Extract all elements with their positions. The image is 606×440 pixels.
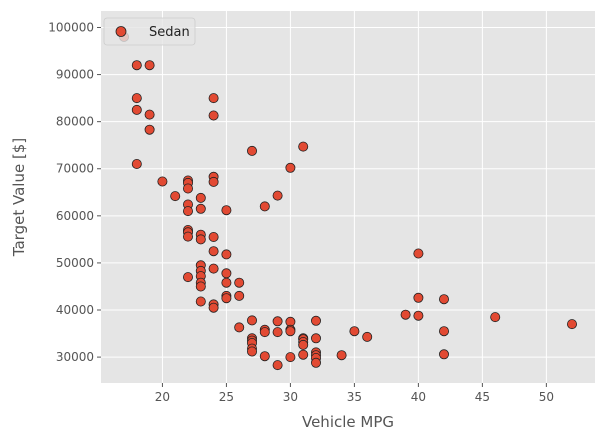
plot-background (101, 11, 595, 383)
data-point (221, 293, 232, 304)
data-point (272, 327, 283, 338)
data-point (221, 277, 232, 288)
data-point (298, 349, 309, 360)
data-point (195, 281, 206, 292)
x-tick-label: 50 (539, 390, 554, 404)
data-point (349, 326, 360, 337)
data-point (272, 190, 283, 201)
data-point (310, 357, 321, 368)
data-point (195, 192, 206, 203)
data-point (246, 145, 257, 156)
data-point (438, 326, 449, 337)
data-point (208, 263, 219, 274)
y-tick-label: 40000 (56, 303, 94, 317)
data-point (208, 246, 219, 257)
data-point (413, 310, 424, 321)
data-point (131, 104, 142, 115)
data-point (144, 60, 155, 71)
data-point (144, 124, 155, 135)
data-point (221, 268, 232, 279)
y-tick-label: 70000 (56, 162, 94, 176)
y-tick-label: 80000 (56, 115, 94, 129)
data-point (336, 350, 347, 361)
y-axis-ticks: 30000 40000 50000 60000 70000 80000 90000 10000… (48, 20, 101, 364)
data-point (182, 231, 193, 242)
data-point (490, 312, 501, 323)
data-point (131, 60, 142, 71)
x-tick-label: 40 (411, 390, 426, 404)
data-point (310, 333, 321, 344)
x-axis-label: Vehicle MPG (302, 413, 394, 431)
data-point (438, 294, 449, 305)
data-point (131, 93, 142, 104)
y-tick-label: 60000 (56, 209, 94, 223)
data-point (259, 201, 270, 212)
y-axis-label: Target Value [$] (10, 138, 28, 257)
data-point (246, 315, 257, 326)
data-point (259, 351, 270, 362)
data-point (285, 162, 296, 173)
data-point (208, 110, 219, 121)
y-tick-label: 50000 (56, 256, 94, 270)
legend-label-sedan: Sedan (149, 25, 190, 40)
x-tick-label: 25 (219, 390, 234, 404)
legend: Sedan (103, 17, 196, 46)
data-point (144, 109, 155, 120)
x-tick-label: 30 (283, 390, 298, 404)
data-points (119, 31, 578, 371)
data-point (285, 326, 296, 337)
data-point (310, 315, 321, 326)
y-tick-label: 100000 (48, 20, 94, 34)
data-point (438, 349, 449, 360)
data-point (157, 176, 168, 187)
data-point (272, 360, 283, 371)
data-point (195, 203, 206, 214)
data-point (285, 352, 296, 363)
data-point (195, 234, 206, 245)
data-point (413, 292, 424, 303)
data-point (182, 206, 193, 217)
data-point (208, 302, 219, 313)
data-point (208, 176, 219, 187)
data-point (182, 272, 193, 283)
data-point (208, 231, 219, 242)
data-point (234, 322, 245, 333)
grid-lines (101, 11, 595, 383)
x-tick-label: 45 (475, 390, 490, 404)
y-tick-label: 30000 (56, 350, 94, 364)
data-point (259, 327, 270, 338)
data-point (208, 93, 219, 104)
data-point (362, 331, 373, 342)
data-point (131, 158, 142, 169)
x-axis-ticks: 20 25 30 35 40 45 50 (155, 383, 554, 404)
data-point (298, 141, 309, 152)
data-point (221, 249, 232, 260)
legend-marker (115, 26, 127, 37)
data-point (413, 248, 424, 259)
x-tick-label: 35 (347, 390, 362, 404)
data-point (195, 296, 206, 307)
legend-box (103, 17, 196, 46)
data-point (298, 339, 309, 350)
data-point (246, 346, 257, 357)
data-point (170, 191, 181, 202)
data-point (400, 309, 411, 320)
data-point (221, 205, 232, 216)
y-tick-label: 90000 (56, 68, 94, 82)
data-point (234, 290, 245, 301)
x-tick-label: 20 (155, 390, 170, 404)
data-point (182, 183, 193, 194)
data-point (234, 277, 245, 288)
data-point (272, 316, 283, 327)
data-point (567, 319, 578, 330)
